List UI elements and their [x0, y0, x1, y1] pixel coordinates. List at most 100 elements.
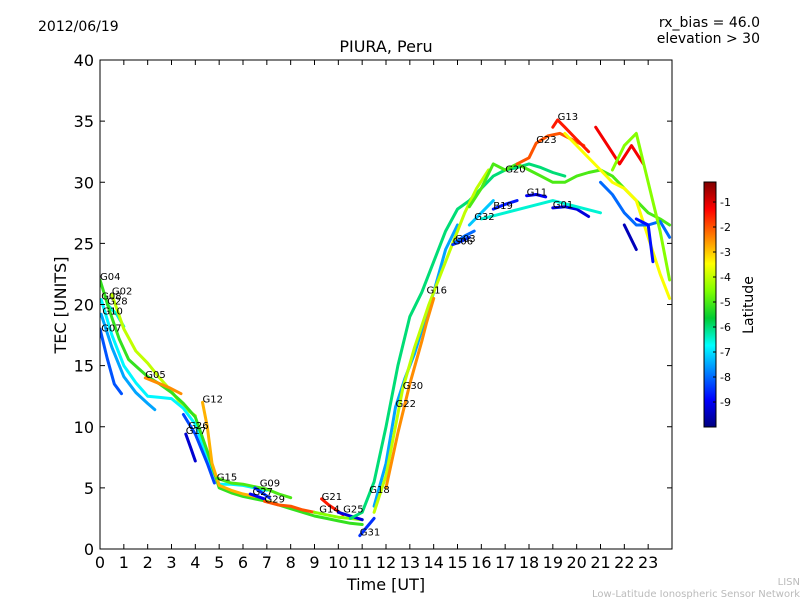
y-tick-label: 30 [74, 173, 94, 192]
y-tick-label: 40 [74, 51, 94, 70]
sat-label-g13: G13 [558, 112, 578, 123]
x-tick-label: 20 [566, 553, 586, 572]
series-t2 [563, 131, 672, 300]
series-t6 [610, 131, 672, 282]
x-tick-label: 5 [214, 553, 224, 572]
sat-label-g23: G23 [536, 135, 556, 146]
colorbar-tick-label: -7 [720, 346, 731, 359]
x-tick-label: 3 [166, 553, 176, 572]
x-tick-label: 14 [423, 553, 443, 572]
sat-label-g04: G04 [100, 272, 120, 283]
date-label: 2012/06/19 [38, 19, 119, 35]
sat-label-b19: B19 [493, 201, 513, 212]
colorbar-tick-label: -5 [720, 296, 731, 309]
y-axis: 0 5 10 15 20 25 30 35 40 [74, 51, 672, 559]
sat-label-g20: G20 [505, 165, 525, 176]
series-g18 [348, 162, 567, 520]
series-g12 [201, 400, 257, 498]
x-tick-label: 6 [238, 553, 248, 572]
series-g29 [263, 499, 316, 514]
sat-label-g09: G09 [260, 479, 280, 490]
colorbar-label: Latitude [741, 276, 757, 334]
sat-label-g17: G17 [186, 426, 206, 437]
series-g25 [336, 510, 364, 522]
x-tick-label: 13 [400, 553, 420, 572]
y-tick-label: 35 [74, 112, 94, 131]
colorbar: -9 -8 -7 -6 -5 -4 -3 -2 -1 Latitude [703, 181, 757, 428]
sat-label-g05: G05 [145, 370, 165, 381]
x-tick-label: 12 [376, 553, 396, 572]
x-tick-label: 22 [614, 553, 634, 572]
y-tick-label: 25 [74, 234, 94, 253]
series-t3 [594, 125, 645, 166]
footer-org-long: Low-Latitude Ionospheric Sensor Network [592, 589, 800, 600]
x-tick-label: 2 [143, 553, 153, 572]
x-tick-label: 17 [495, 553, 515, 572]
y-tick-label: 20 [74, 296, 94, 315]
sat-label-g07: G07 [101, 323, 121, 334]
sat-label-g31: G31 [360, 528, 380, 539]
series-t4 [599, 180, 672, 239]
elevation-label: elevation > 30 [657, 31, 760, 47]
series-g11 [525, 193, 548, 199]
y-tick-label: 5 [84, 479, 94, 498]
series-g05 [143, 376, 183, 396]
x-tick-label: 23 [638, 553, 658, 572]
sat-label-g32: G32 [474, 212, 494, 223]
sat-label-g25: G25 [343, 504, 363, 515]
sat-label-g28: G28 [107, 297, 127, 308]
sat-label-g08: G08 [101, 292, 121, 303]
series-t1 [479, 199, 602, 221]
series-g09 [253, 486, 271, 500]
x-tick-label: 16 [471, 553, 491, 572]
x-tick-label: 8 [286, 553, 296, 572]
x-tick-label: 0 [95, 553, 105, 572]
x-tick-label: 4 [190, 553, 200, 572]
rx-bias-label: rx_bias = 46.0 [659, 15, 760, 31]
sat-label-g02: G02 [112, 287, 132, 298]
colorbar-tick-label: -9 [720, 396, 731, 409]
colorbar-tick-label: -3 [720, 246, 731, 259]
colorbar-gradient [703, 181, 717, 428]
sat-label-g03: G03 [455, 234, 475, 245]
series-g17 [184, 432, 197, 463]
series-g27 [248, 492, 266, 501]
series-g14 [313, 510, 364, 522]
colorbar-tick-label: -8 [720, 371, 731, 384]
x-tick-label: 21 [590, 553, 610, 572]
y-axis-label: TEC [UNITS] [51, 257, 70, 355]
sat-label-g15: G15 [217, 473, 237, 484]
sat-label-g16: G16 [427, 286, 447, 297]
series-layer [100, 118, 672, 538]
sat-label-g14: G14 [319, 504, 339, 515]
sat-label-g22: G22 [396, 399, 416, 410]
colorbar-tick-label: -2 [720, 221, 731, 234]
x-tick-label: 18 [519, 553, 539, 572]
series-g02 [110, 293, 197, 418]
sat-label-g27: G27 [253, 487, 273, 498]
x-tick-label: 9 [309, 553, 319, 572]
colorbar-ticks: -9 -8 -7 -6 -5 -4 -3 -2 -1 [713, 196, 731, 409]
colorbar-tick-label: -4 [720, 271, 731, 284]
sat-label-g21: G21 [322, 492, 342, 503]
series-g32 [467, 199, 495, 227]
x-tick-label: 7 [262, 553, 272, 572]
series-g31 [358, 516, 376, 538]
sat-label-g12: G12 [203, 394, 223, 405]
y-tick-label: 15 [74, 357, 94, 376]
series-g04 [100, 278, 364, 526]
y-tick-label: 10 [74, 418, 94, 437]
series-t7 [634, 217, 655, 264]
series-t5 [622, 223, 638, 251]
sat-label-g26: G26 [188, 421, 208, 432]
x-axis: 0 1 2 3 4 5 6 7 8 9 10 11 12 13 14 15 16 17 18 19 20 21 22 23 [95, 60, 658, 572]
x-tick-label: 15 [447, 553, 467, 572]
colorbar-tick-label: -6 [720, 321, 731, 334]
series-g16 [384, 296, 436, 490]
x-tick-label: 19 [543, 553, 563, 572]
series-g03 [453, 229, 476, 244]
series-g13 [551, 118, 591, 154]
series-g22 [372, 223, 459, 508]
footer-org-short: LISN [777, 577, 800, 588]
